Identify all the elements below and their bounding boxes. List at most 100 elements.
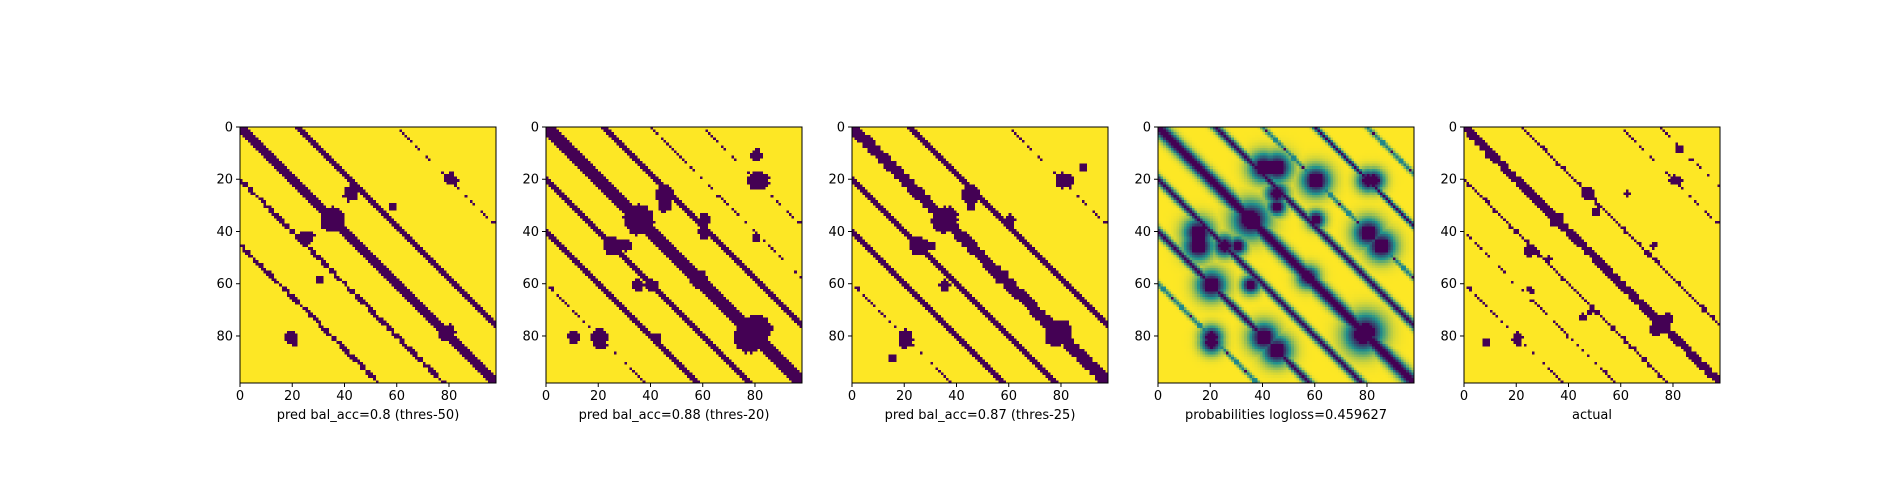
heatmap-cell-run bbox=[1094, 213, 1098, 217]
heatmap-cell-run bbox=[1390, 163, 1394, 167]
heatmap-cell-run bbox=[1395, 187, 1399, 190]
heatmap-cell-run bbox=[1382, 168, 1386, 172]
heatmap-cell-run bbox=[1343, 187, 1349, 190]
heatmap-cell-run bbox=[775, 346, 803, 350]
heatmap-cell-run bbox=[632, 260, 672, 264]
heatmap-cell-run bbox=[1212, 192, 1216, 196]
heatmap-cell-run bbox=[247, 187, 254, 190]
heatmap-cell-run bbox=[1267, 155, 1274, 159]
heatmap-cell-run bbox=[852, 147, 868, 151]
heatmap-cell-run bbox=[1236, 181, 1240, 185]
heatmap-cell-run bbox=[634, 262, 675, 266]
heatmap-cell-run bbox=[383, 207, 390, 211]
heatmap-cell-run bbox=[1348, 194, 1352, 198]
heatmap-cell-run bbox=[1249, 184, 1253, 188]
heatmap-cell-run bbox=[1189, 179, 1193, 183]
heatmap-cell-run bbox=[734, 333, 771, 337]
heatmap-cell-run bbox=[982, 265, 1002, 269]
heatmap-cell-run bbox=[1364, 174, 1368, 177]
heatmap-cell-run bbox=[1306, 150, 1310, 154]
heatmap-cell-run bbox=[1364, 194, 1368, 198]
heatmap-cell-run bbox=[1016, 338, 1046, 342]
heatmap-cell-run bbox=[1241, 134, 1245, 138]
heatmap-cell-run bbox=[946, 166, 955, 170]
heatmap-cell-run bbox=[1008, 273, 1054, 277]
heatmap-cell-run bbox=[799, 317, 803, 321]
heatmap-cell-run bbox=[718, 354, 727, 358]
heatmap-cell-run bbox=[339, 346, 348, 350]
heatmap-cell-run bbox=[1283, 179, 1287, 183]
heatmap-cell-run bbox=[1163, 192, 1167, 196]
heatmap-cell-run bbox=[1364, 205, 1373, 209]
heatmap-cell-run bbox=[546, 181, 555, 185]
heatmap-cell-run bbox=[852, 202, 874, 206]
heatmap-cell-run bbox=[1160, 147, 1164, 151]
heatmap-cell-run bbox=[401, 343, 408, 347]
heatmap-cell-run bbox=[1346, 163, 1349, 167]
heatmap-cell-run bbox=[676, 304, 717, 308]
heatmap-cell-run bbox=[1335, 142, 1339, 146]
heatmap-cell-run bbox=[1278, 134, 1284, 138]
heatmap-cell-run bbox=[640, 166, 649, 170]
heatmap-cell-run bbox=[707, 236, 711, 240]
heatmap-cell-run bbox=[341, 194, 358, 198]
heatmap-cell-run bbox=[1254, 127, 1258, 130]
heatmap-cell-run bbox=[566, 333, 581, 337]
heatmap-cell-run bbox=[451, 322, 492, 326]
heatmap-cell-run bbox=[404, 134, 408, 138]
heatmap-cell-run bbox=[600, 228, 630, 232]
heatmap-cell-run bbox=[653, 278, 690, 282]
heatmap-cell-run bbox=[982, 364, 991, 368]
heatmap-cell-run bbox=[1400, 202, 1415, 206]
heatmap-cell-run bbox=[349, 241, 364, 245]
heatmap-cell-run bbox=[1322, 202, 1326, 206]
heatmap-cell-run bbox=[546, 275, 589, 279]
heatmap-cell-run bbox=[1325, 179, 1329, 183]
heatmap-cell-run bbox=[1233, 147, 1237, 151]
heatmap-cell-run bbox=[388, 202, 398, 206]
heatmap-cell-run bbox=[713, 302, 732, 305]
heatmap-cell-run bbox=[1380, 176, 1383, 180]
heatmap-cell-run bbox=[1267, 189, 1271, 193]
heatmap-cell-run bbox=[1270, 127, 1274, 130]
heatmap-cell-run bbox=[1395, 145, 1415, 149]
heatmap-cell-run bbox=[1306, 181, 1310, 185]
heatmap-cell-run bbox=[865, 247, 874, 251]
heatmap-cell-run bbox=[1257, 174, 1261, 177]
heatmap-cell-run bbox=[852, 356, 889, 360]
heatmap-cell-run bbox=[655, 181, 664, 185]
heatmap-cell-run bbox=[354, 354, 413, 358]
heatmap-cell-run bbox=[752, 380, 792, 384]
heatmap-cell-run bbox=[1236, 189, 1240, 193]
heatmap-cell-run bbox=[788, 315, 798, 318]
heatmap-cell-run bbox=[1351, 197, 1355, 201]
heatmap-cell-run bbox=[1207, 181, 1211, 185]
heatmap-cell-run bbox=[852, 252, 871, 256]
heatmap-cell-run bbox=[893, 176, 910, 180]
heatmap-cell-run bbox=[546, 338, 570, 342]
heatmap-cell-run bbox=[1257, 187, 1261, 190]
heatmap-cell-run bbox=[454, 174, 497, 177]
heatmap-cell-run bbox=[723, 359, 732, 363]
heatmap-cell-run bbox=[1181, 197, 1185, 201]
heatmap-cell-run bbox=[360, 239, 408, 243]
heatmap-cell-run bbox=[1351, 171, 1355, 175]
heatmap-cell-run bbox=[1249, 168, 1253, 172]
heatmap-cell-run bbox=[323, 281, 343, 285]
heatmap-cell-run bbox=[1173, 197, 1177, 201]
heatmap-cell-run bbox=[1257, 137, 1261, 141]
heatmap-cell-run bbox=[1346, 197, 1349, 201]
heatmap-cell-run bbox=[360, 359, 418, 363]
heatmap-cell-run bbox=[1312, 168, 1316, 172]
heatmap-cell-run bbox=[1047, 260, 1109, 264]
heatmap-cell-run bbox=[951, 380, 999, 384]
heatmap-cell-run bbox=[883, 213, 892, 217]
heatmap-cell-run bbox=[1317, 200, 1321, 204]
heatmap-cell-run bbox=[681, 252, 727, 256]
heatmap-cell-run bbox=[1299, 134, 1316, 138]
heatmap-cell-run bbox=[347, 171, 442, 175]
heatmap-cell-run bbox=[240, 150, 259, 154]
heatmap-cell-run bbox=[1181, 155, 1185, 159]
heatmap-cell-run bbox=[969, 351, 978, 355]
